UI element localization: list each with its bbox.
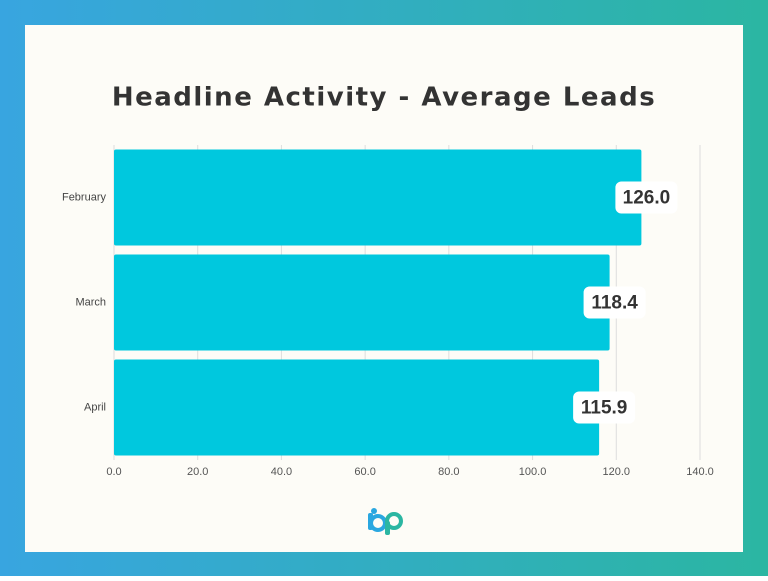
chart-title: Headline Activity - Average Leads — [112, 83, 656, 113]
x-tick-label: 0.0 — [106, 466, 121, 478]
bar — [114, 149, 642, 246]
y-tick-label: April — [84, 401, 106, 413]
x-tick-label: 80.0 — [438, 466, 459, 478]
bar — [114, 254, 610, 351]
value-label-box — [615, 181, 678, 214]
plot-area: 0.0 20.0 40.0 60.0 80.0 100.0 120.0 140.0 Februa… — [62, 145, 714, 478]
value-label: 118.4 — [591, 293, 638, 314]
value-label-box — [583, 286, 646, 319]
bar — [114, 359, 600, 456]
y-tick-label: March — [75, 296, 106, 308]
logo — [368, 508, 403, 535]
x-tick-label: 120.0 — [603, 466, 631, 478]
value-label-box — [573, 391, 636, 424]
value-label: 126.0 — [623, 188, 671, 209]
value-label: 115.9 — [581, 398, 628, 419]
x-tick-label: 100.0 — [519, 466, 547, 478]
y-tick-label: February — [62, 191, 107, 203]
x-tick-label: 140.0 — [686, 466, 714, 478]
x-tick-label: 20.0 — [187, 466, 208, 478]
x-tick-label: 40.0 — [271, 466, 292, 478]
x-tick-label: 60.0 — [354, 466, 375, 478]
